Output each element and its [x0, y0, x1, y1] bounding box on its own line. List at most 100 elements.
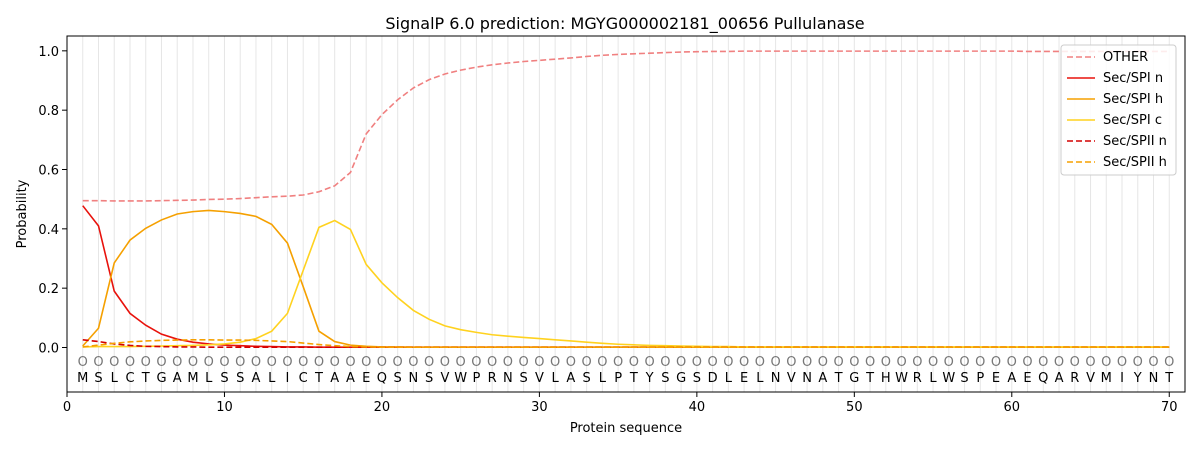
region-marker: O: [235, 355, 245, 370]
region-marker: O: [393, 355, 403, 370]
sequence-letter: L: [599, 371, 607, 386]
sequence-letter: H: [881, 371, 891, 386]
sequence-letter: S: [425, 371, 433, 386]
sequence-letter: E: [1023, 371, 1031, 386]
y-axis-title: Probability: [15, 179, 30, 248]
sequence-letter: G: [849, 371, 859, 386]
sequence-letter: T: [141, 371, 150, 386]
sequence-letter: S: [236, 371, 244, 386]
region-marker: O: [975, 355, 985, 370]
series-line: [82, 50, 1170, 202]
region-marker: O: [676, 355, 686, 370]
region-marker: O: [849, 355, 859, 370]
sequence-letter: M: [1101, 371, 1112, 386]
sequence-letter: V: [787, 371, 796, 386]
sequence-letter: L: [756, 371, 764, 386]
sequence-letter: N: [802, 371, 812, 386]
sequence-letter: S: [583, 371, 591, 386]
region-marker: O: [865, 355, 875, 370]
x-tick-label: 30: [531, 400, 548, 415]
sequence-letter: L: [111, 371, 119, 386]
legend-entry: Sec/SPII h: [1103, 155, 1167, 170]
y-tick-label: 0.0: [38, 342, 59, 357]
sequence-letter: P: [472, 371, 480, 386]
x-axis-ticks: 0 10 20 30 40 50 60 70: [63, 392, 1178, 415]
region-marker: O: [314, 355, 324, 370]
sequence-letter: L: [552, 371, 560, 386]
region-marker: O: [424, 355, 434, 370]
region-marker: O: [188, 355, 198, 370]
region-marker: O: [1007, 355, 1017, 370]
region-marker: O: [944, 355, 954, 370]
sequence-letter: R: [1070, 371, 1079, 386]
sequence-letter: Y: [645, 371, 654, 386]
y-tick-label: 0.6: [38, 164, 59, 179]
series-line: [82, 209, 1170, 349]
region-marker: O: [991, 355, 1001, 370]
region-marker: O: [707, 355, 717, 370]
x-tick-label: 0: [63, 400, 71, 415]
sequence-letter: T: [834, 371, 843, 386]
region-marker: O: [204, 355, 214, 370]
y-tick-label: 1.0: [38, 45, 59, 60]
sequence-letter: C: [125, 371, 134, 386]
sequence-letter: P: [614, 371, 622, 386]
sequence-letter: L: [725, 371, 733, 386]
x-tick-label: 70: [1161, 400, 1178, 415]
sequence-letter: S: [661, 371, 669, 386]
y-tick-label: 0.2: [38, 282, 59, 297]
sequence-letter: S: [220, 371, 228, 386]
sequence-letter: D: [708, 371, 718, 386]
x-axis-title: Protein sequence: [570, 421, 682, 436]
sequence-letter: S: [960, 371, 968, 386]
region-marker: O: [1133, 355, 1143, 370]
region-marker: O: [125, 355, 135, 370]
region-marker: O: [251, 355, 261, 370]
region-marker: O: [645, 355, 655, 370]
region-marker: O: [582, 355, 592, 370]
region-marker: O: [550, 355, 560, 370]
region-marker: O: [1164, 355, 1174, 370]
series-line: [82, 205, 1170, 349]
sequence-gridlines: [82, 36, 1170, 392]
sequence-letter: T: [314, 371, 323, 386]
region-marker: O: [928, 355, 938, 370]
sequence-letter: N: [503, 371, 513, 386]
sequence-letter: N: [409, 371, 419, 386]
sequence-letter: T: [629, 371, 638, 386]
region-marker: O: [1148, 355, 1158, 370]
region-marker: O: [267, 355, 277, 370]
sequence-letter: A: [818, 371, 827, 386]
legend-entry: Sec/SPII n: [1103, 134, 1167, 149]
region-marker: O: [156, 355, 166, 370]
region-marker: O: [629, 355, 639, 370]
region-marker: O: [755, 355, 765, 370]
region-marker: O: [566, 355, 576, 370]
region-marker: O: [723, 355, 733, 370]
sequence-letter: A: [566, 371, 575, 386]
sequence-letter: A: [173, 371, 182, 386]
region-marker: O: [959, 355, 969, 370]
sequence-letter: I: [286, 371, 290, 386]
region-marker: O: [912, 355, 922, 370]
region-marker: O: [471, 355, 481, 370]
sequence-letter: R: [913, 371, 922, 386]
region-marker: O: [330, 355, 340, 370]
region-marker: O: [786, 355, 796, 370]
region-marker: O: [833, 355, 843, 370]
x-tick-label: 20: [374, 400, 391, 415]
sequence-letter: M: [77, 371, 88, 386]
x-tick-label: 10: [216, 400, 233, 415]
region-marker: O: [78, 355, 88, 370]
region-marker: O: [109, 355, 119, 370]
sequence-letter: V: [1086, 371, 1095, 386]
region-marker: O: [1085, 355, 1095, 370]
plot-frame: [66, 35, 1186, 393]
sequence-letter: S: [693, 371, 701, 386]
sequence-letter: V: [440, 371, 449, 386]
sequence-letter: A: [252, 371, 261, 386]
region-marker: O: [881, 355, 891, 370]
region-marker: O: [1038, 355, 1048, 370]
sequence-letter: G: [676, 371, 686, 386]
